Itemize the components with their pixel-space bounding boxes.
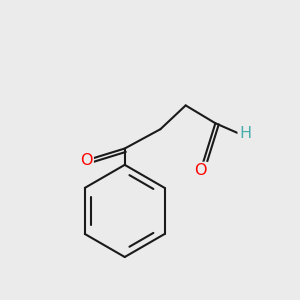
Text: O: O bbox=[80, 153, 92, 168]
Text: H: H bbox=[239, 126, 251, 141]
Text: O: O bbox=[194, 163, 207, 178]
